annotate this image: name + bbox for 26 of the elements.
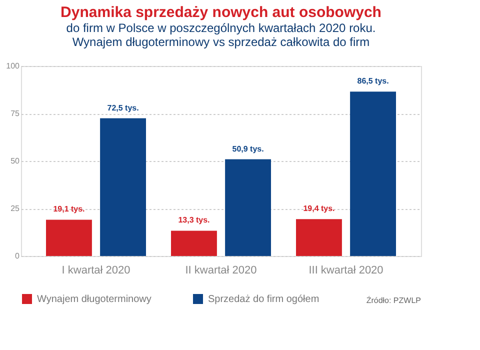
bar	[171, 230, 217, 256]
x-tick-label: II kwartał 2020	[185, 264, 257, 276]
y-tick-label: 25	[10, 204, 20, 213]
y-tick-label: 100	[6, 62, 20, 70]
data-label: 19,1 tys.	[53, 204, 85, 214]
bar	[350, 92, 396, 256]
data-label: 86,5 tys.	[357, 76, 389, 86]
bar	[100, 118, 146, 256]
bar	[296, 219, 342, 256]
data-label: 13,3 tys.	[178, 216, 210, 225]
bar	[46, 220, 92, 256]
bar	[225, 159, 271, 256]
data-label: 50,9 tys.	[232, 144, 264, 154]
x-tick-label: I kwartał 2020	[62, 264, 130, 276]
legend-label: Sprzedaż do firm ogółem	[208, 294, 320, 305]
data-label: 72,5 tys.	[107, 103, 139, 112]
x-tick-label: III kwartał 2020	[308, 264, 384, 276]
y-tick-label: 50	[10, 156, 20, 166]
text: Źródło: PZWLP	[366, 296, 421, 305]
y-tick-label: 75	[10, 109, 20, 118]
chart-title: Dynamika sprzedaży nowych aut osobowych	[60, 4, 382, 21]
legend-label: Wynajem długoterminowy	[37, 294, 152, 305]
y-tick-label: 0	[15, 252, 20, 260]
data-label: 19,4 tys.	[303, 204, 335, 214]
text: do firm w Polsce w poszczególnych kwartałach 2020 roku.	[66, 21, 376, 35]
text: Wynajem długoterminowy vs sprzedaż całkowita do firm	[72, 35, 370, 49]
